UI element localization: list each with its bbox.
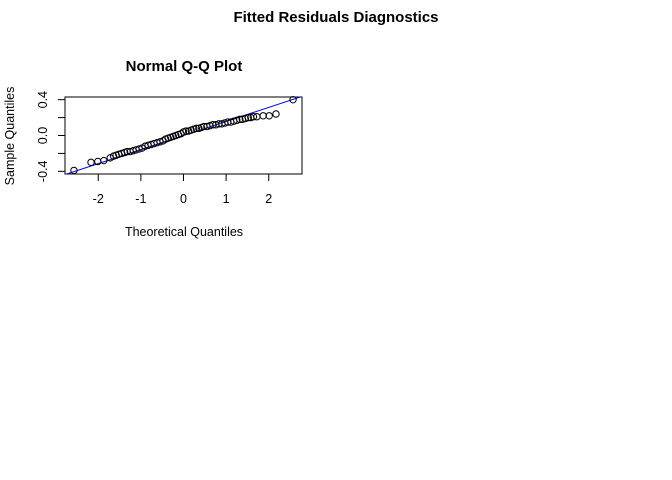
plot-area: -2 -1 0 1 2 -0.4 0.0 0.4	[36, 91, 303, 206]
qq-point	[182, 127, 190, 135]
x-tick-label: 2	[265, 192, 272, 206]
figure-title: Fitted Residuals Diagnostics	[233, 9, 438, 26]
x-axis-label: Theoretical Quantiles	[125, 225, 243, 239]
x-tick-label: 1	[223, 192, 230, 206]
x-tick-label: -1	[135, 192, 146, 206]
qq-point	[241, 114, 250, 123]
qq-point	[289, 95, 297, 104]
qq-point	[272, 110, 280, 118]
y-tick-label: -0.4	[36, 160, 50, 182]
qq-point	[265, 112, 273, 120]
plot-title: Normal Q-Q Plot	[126, 58, 243, 75]
qq-point	[87, 158, 95, 167]
qq-point	[259, 112, 267, 120]
qq-point	[249, 112, 258, 121]
y-axis-label: Sample Quantiles	[3, 87, 17, 186]
qq-point	[244, 113, 252, 122]
qq-point	[135, 145, 143, 153]
x-tick-label: -2	[93, 192, 104, 206]
qq-point	[192, 124, 200, 133]
y-tick-label: 0.4	[36, 91, 50, 108]
qq-point	[100, 156, 108, 165]
y-tick-label: 0.0	[36, 127, 50, 144]
qq-point	[70, 166, 78, 175]
qq-point	[236, 115, 244, 124]
x-tick-label: 0	[180, 192, 187, 206]
qq-point	[233, 116, 241, 124]
